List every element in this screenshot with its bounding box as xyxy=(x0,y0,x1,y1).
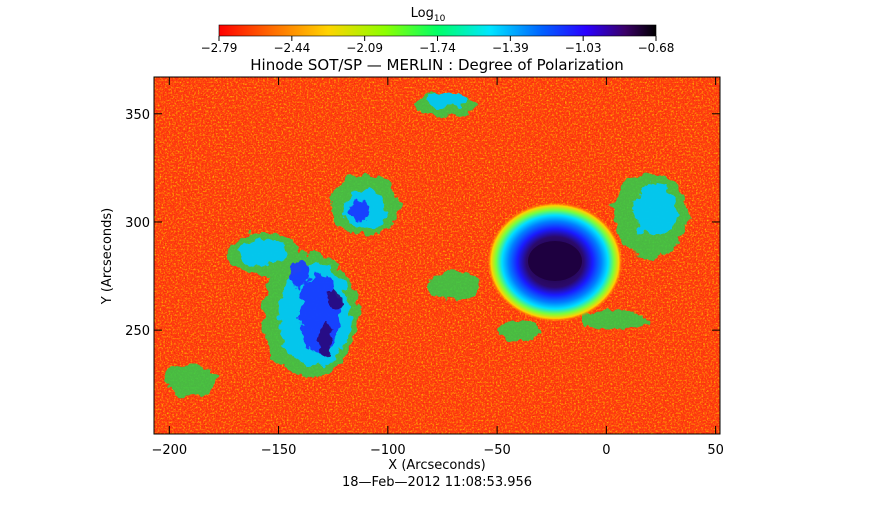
network-dark-cores xyxy=(318,290,341,356)
colorbar-tick-label: −1.03 xyxy=(565,41,602,55)
x-tick-label: 50 xyxy=(707,443,724,458)
colorbar-tick-label: −0.68 xyxy=(638,41,675,55)
colorbar-tick-label: −2.09 xyxy=(346,41,383,55)
x-tick-label: −200 xyxy=(151,443,187,458)
colorbar-label: Log10 xyxy=(411,6,446,24)
x-axis: −200 −150 −100 −50 0 50 xyxy=(151,77,724,458)
x-tick-label: −150 xyxy=(261,443,297,458)
colorbar-tick-label: −1.39 xyxy=(492,41,529,55)
y-tick-label: 350 xyxy=(125,108,150,123)
colorbar-strip xyxy=(218,24,657,37)
sunspot xyxy=(487,202,623,322)
timestamp: 18—Feb—2012 11:08:53.956 xyxy=(342,475,532,490)
x-axis-label: X (Arcseconds) xyxy=(388,458,485,473)
x-tick-label: 0 xyxy=(602,443,610,458)
network-regions xyxy=(164,93,688,396)
colorbar-ticks: −2.79 −2.44 −2.09 −1.74 −1.39 −1.03 −0.68 xyxy=(201,36,675,55)
plot-title: Hinode SOT/SP — MERLIN : Degree of Polar… xyxy=(250,56,624,74)
colorbar-tick-label: −2.44 xyxy=(273,41,310,55)
y-axis-label: Y (Arcseconds) xyxy=(100,208,115,305)
colorbar-tick-label: −1.74 xyxy=(419,41,456,55)
y-axis: 350 300 250 xyxy=(125,108,720,339)
polarization-map xyxy=(154,77,720,434)
x-tick-label: −50 xyxy=(483,443,510,458)
y-tick-label: 300 xyxy=(125,216,150,231)
colorbar: Log10 −2.79 −2.44 −2.09 −1.74 −1.39 −1.03 −0.6… xyxy=(201,6,675,55)
plot-frame xyxy=(153,76,721,435)
colorbar-tick-label: −2.79 xyxy=(201,41,238,55)
sunspot-umbra xyxy=(528,241,582,281)
y-tick-label: 250 xyxy=(125,324,150,339)
x-tick-label: −100 xyxy=(370,443,406,458)
